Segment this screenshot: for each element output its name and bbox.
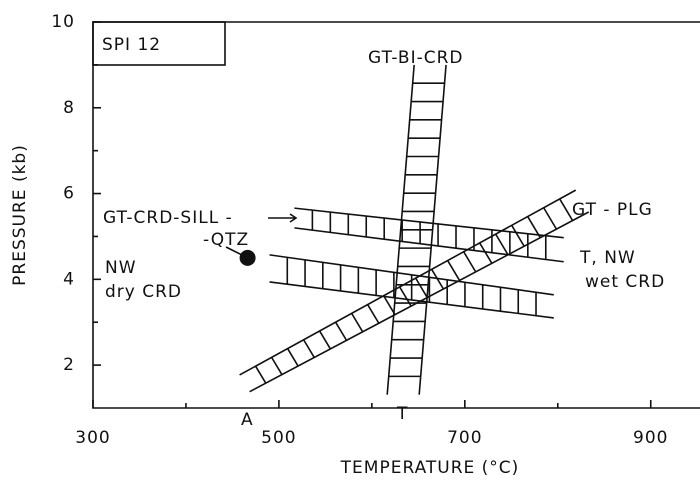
- annotation: GT - PLG: [572, 200, 653, 220]
- band-hatch: [311, 210, 547, 260]
- y-tick-label: 2: [63, 355, 75, 375]
- x-tick-label: 500: [261, 428, 296, 448]
- band-edge: [239, 189, 577, 376]
- band-edge: [294, 227, 564, 263]
- annotation: -QTZ: [203, 230, 249, 250]
- sample-box: [92, 21, 226, 66]
- band-hatch: [286, 257, 537, 316]
- annotation: A: [241, 410, 254, 430]
- y-axis-label: PRESSURE (kb): [10, 144, 30, 286]
- y-tick-label: 10: [51, 12, 75, 32]
- leader: [225, 246, 249, 259]
- annotation: dry CRD: [105, 282, 182, 302]
- annotation: GT-BI-CRD: [368, 48, 464, 68]
- annotation: T, NW: [579, 248, 636, 268]
- arrow: [268, 213, 298, 223]
- x-tick-label: 300: [75, 428, 110, 448]
- x-tick-label: 700: [447, 428, 482, 448]
- y-tick-label: 8: [63, 98, 75, 118]
- annotation: NW: [105, 258, 137, 278]
- band-edge: [249, 211, 590, 393]
- annotation: SPI 12: [102, 35, 161, 55]
- annotation: GT-CRD-SILL -: [103, 208, 233, 228]
- axis-frame: [92, 21, 700, 409]
- y-tick-label: 6: [63, 184, 75, 204]
- annotation: wet CRD: [585, 272, 665, 292]
- annotation: T: [396, 404, 408, 424]
- band-hatch: [388, 82, 445, 378]
- x-tick-label: 900: [633, 428, 668, 448]
- band-edge: [294, 207, 564, 239]
- x-axis-label: TEMPERATURE (°C): [340, 458, 520, 478]
- y-tick-label: 4: [63, 269, 75, 289]
